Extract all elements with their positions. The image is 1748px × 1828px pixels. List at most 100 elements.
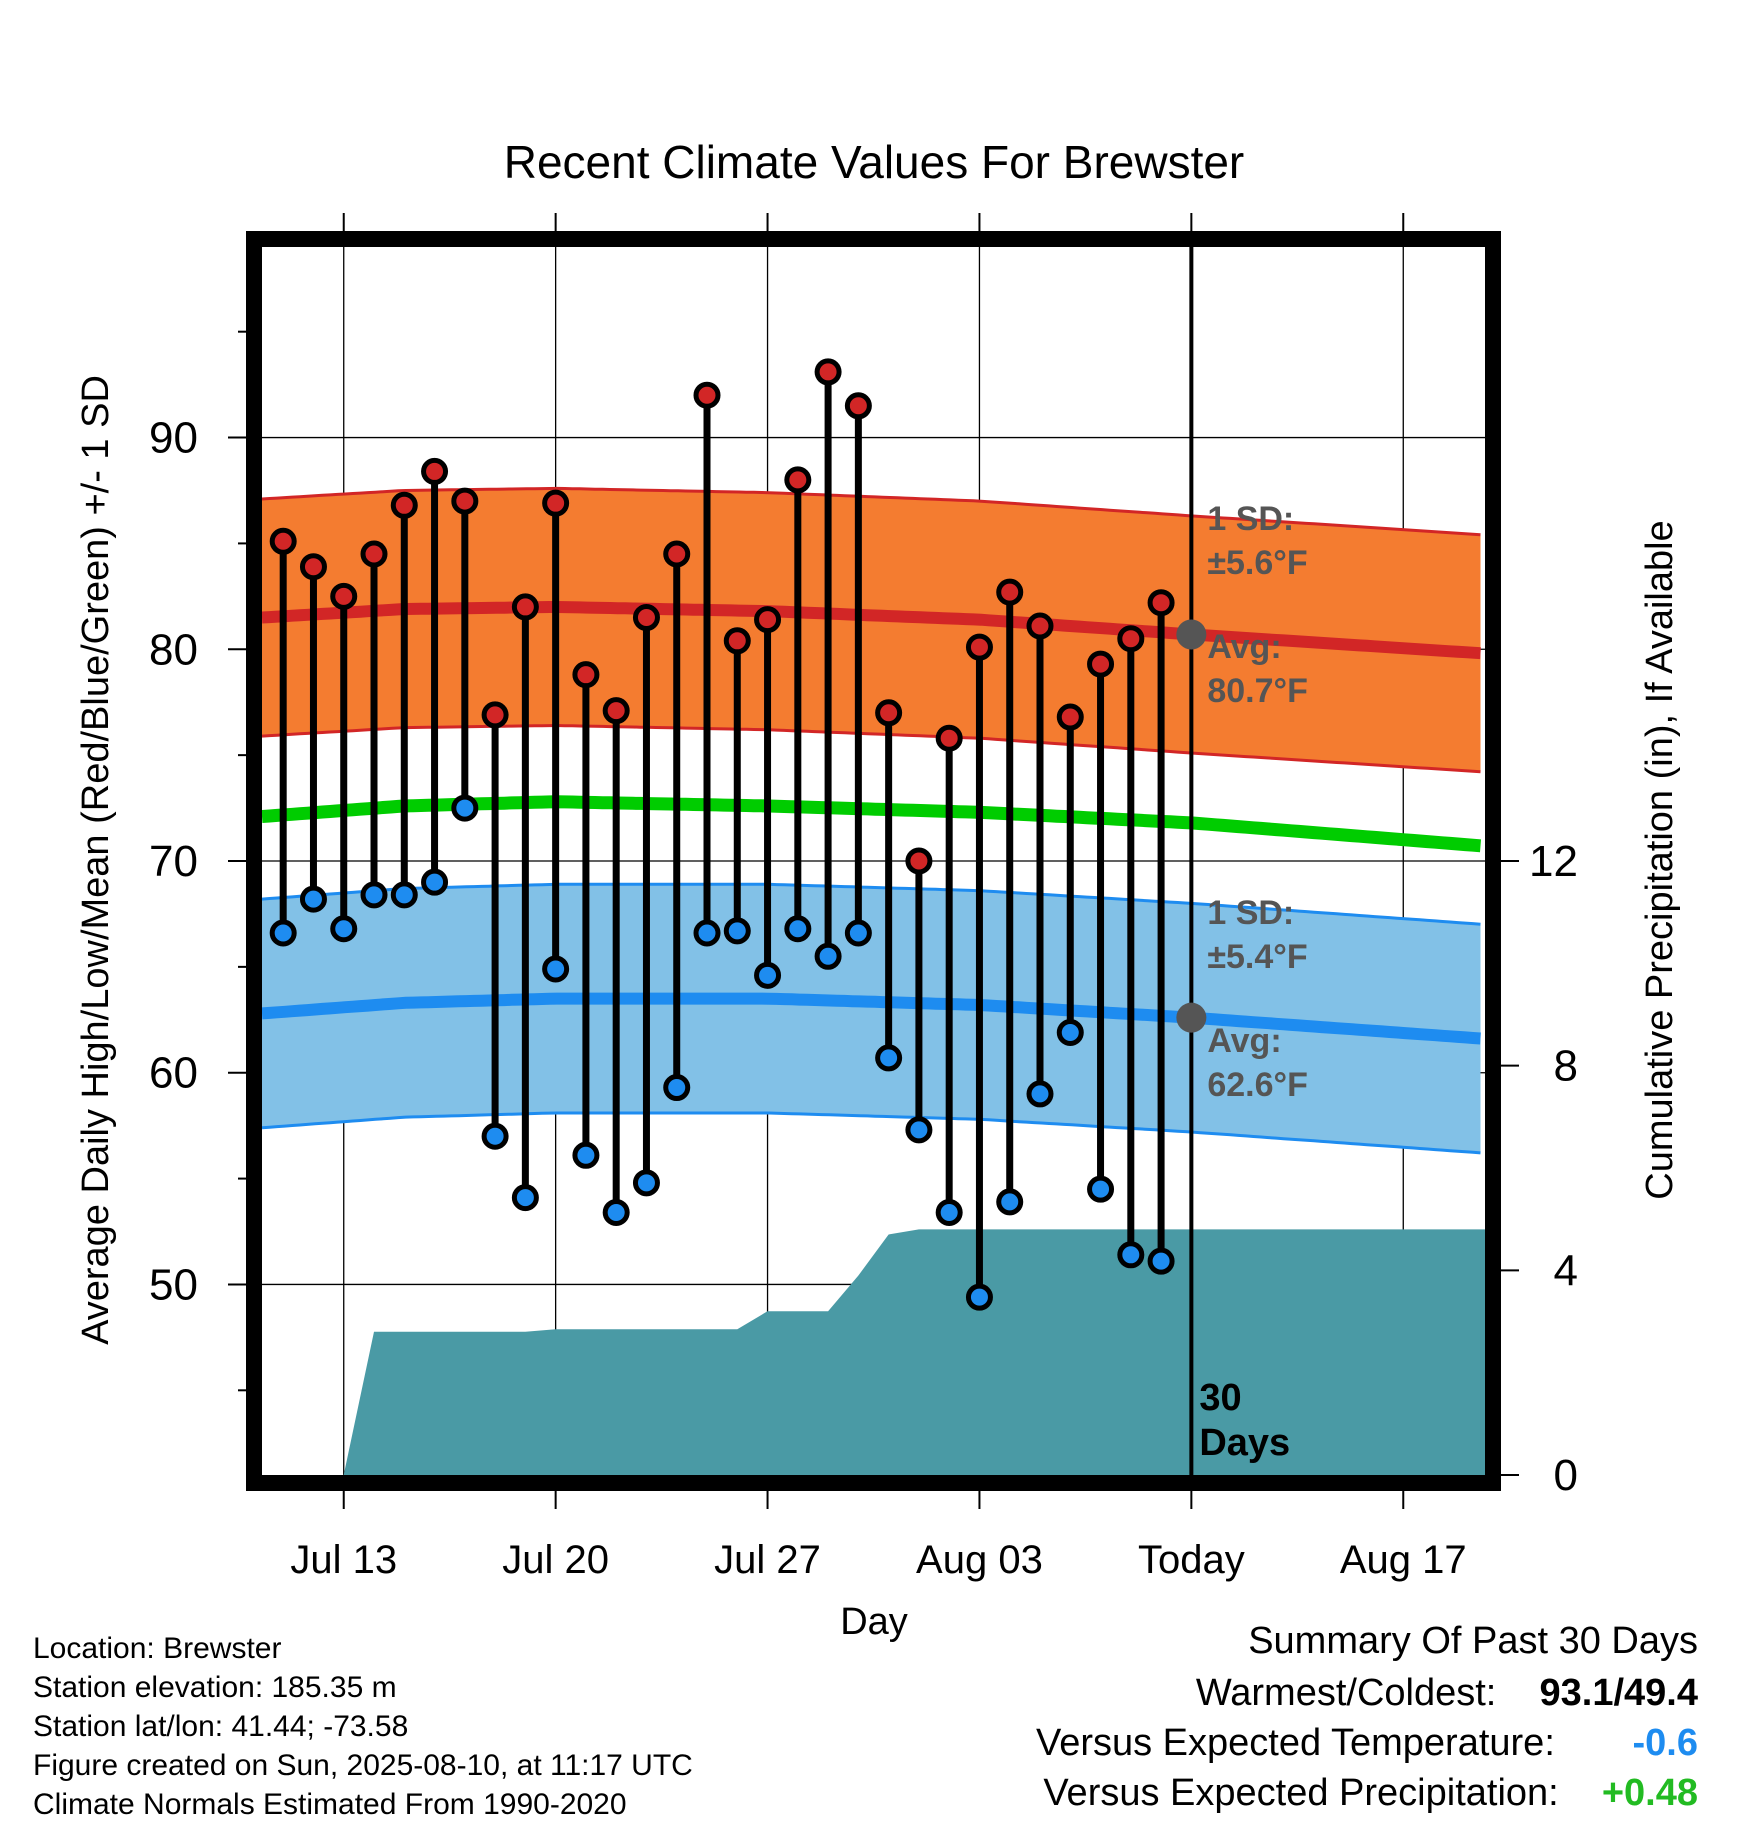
precipitation-value: +0.48 bbox=[1601, 1772, 1698, 1814]
daily-low-point bbox=[844, 919, 872, 947]
x-tick-label: Jul 27 bbox=[714, 1538, 821, 1582]
daily-low-point bbox=[481, 1122, 509, 1150]
daily-high-point bbox=[542, 489, 570, 517]
x-tick-label: Jul 20 bbox=[502, 1538, 609, 1582]
daily-low-point bbox=[814, 942, 842, 970]
daily-low-point bbox=[602, 1198, 630, 1226]
x-tick-label: Jul 13 bbox=[290, 1538, 397, 1582]
daily-high-point bbox=[784, 466, 812, 494]
daily-low-point bbox=[451, 794, 479, 822]
low-average-line bbox=[262, 992, 1481, 1045]
daily-low-point bbox=[421, 868, 449, 896]
daily-low-point bbox=[1147, 1247, 1175, 1275]
daily-low-point bbox=[875, 1044, 903, 1072]
daily-high-point bbox=[390, 491, 418, 519]
daily-high-point bbox=[632, 604, 660, 632]
daily-high-point bbox=[1056, 703, 1084, 731]
low-normal-band-lower-edge bbox=[262, 1111, 1481, 1155]
y-axis-label: Average Daily High/Low/Mean (Red/Blue/Gr… bbox=[75, 375, 117, 1345]
temperature-label: Versus Expected Temperature: bbox=[1035, 1722, 1555, 1764]
daily-high-point bbox=[451, 487, 479, 515]
daily-low-point bbox=[784, 915, 812, 943]
daily-high-point bbox=[905, 847, 933, 875]
y-right-tick-label: 4 bbox=[1554, 1246, 1578, 1295]
daily-low-point bbox=[542, 955, 570, 983]
daily-high-point bbox=[1147, 589, 1175, 617]
high-normal-band bbox=[262, 488, 1481, 772]
low-sd-label: 1 SD: bbox=[1207, 894, 1294, 932]
daily-low-point bbox=[1056, 1018, 1084, 1046]
temperature-row: Versus Expected Temperature: -0.6 bbox=[1036, 1722, 1698, 1765]
daily-high-point bbox=[481, 701, 509, 729]
x-tick-label: Aug 03 bbox=[916, 1538, 1043, 1582]
daily-low-point bbox=[269, 919, 297, 947]
y-tick-label: 90 bbox=[149, 414, 198, 463]
daily-low-point bbox=[905, 1116, 933, 1144]
summary-title: Summary Of Past 30 Days bbox=[1248, 1620, 1698, 1662]
daily-high-point bbox=[965, 633, 993, 661]
daily-high-point bbox=[875, 699, 903, 727]
y-right-tick-label: 0 bbox=[1554, 1451, 1578, 1500]
daily-low-point bbox=[663, 1074, 691, 1102]
low-avg-value: 62.6°F bbox=[1207, 1066, 1308, 1104]
y-tick-label: 50 bbox=[149, 1260, 198, 1309]
period-label-unit: Days bbox=[1199, 1422, 1290, 1464]
precipitation-area bbox=[343, 1229, 1485, 1475]
daily-high-point bbox=[935, 724, 963, 752]
x-tick-label: Aug 17 bbox=[1340, 1538, 1467, 1582]
daily-low-point bbox=[935, 1198, 963, 1226]
daily-low-point bbox=[1087, 1175, 1115, 1203]
y-right-tick-label: 8 bbox=[1554, 1042, 1578, 1091]
daily-high-point bbox=[844, 392, 872, 420]
low-normal-band-upper-edge bbox=[262, 882, 1481, 926]
daily-low-point bbox=[1117, 1241, 1145, 1269]
daily-low-point bbox=[723, 917, 751, 945]
daily-high-point bbox=[1026, 612, 1054, 640]
low-avg-label: Avg: bbox=[1207, 1022, 1281, 1060]
daily-low-point bbox=[390, 881, 418, 909]
daily-high-point bbox=[269, 527, 297, 555]
x-axis-label: Day bbox=[840, 1601, 908, 1643]
warmest-value: 93.1 bbox=[1539, 1672, 1614, 1714]
warmest-coldest-row: Warmest/Coldest: 93.1/49.4 bbox=[1196, 1672, 1698, 1715]
y-axis-right-label: Cumulative Precipitation (in), If Availa… bbox=[1639, 520, 1681, 1199]
high-sd-label: 1 SD: bbox=[1207, 500, 1294, 538]
daily-high-point bbox=[663, 540, 691, 568]
precipitation-row: Versus Expected Precipitation: +0.48 bbox=[1043, 1772, 1698, 1815]
daily-high-point bbox=[754, 606, 782, 634]
daily-high-point bbox=[511, 593, 539, 621]
normals-text: Climate Normals Estimated From 1990-2020 bbox=[33, 1788, 627, 1821]
daily-low-point bbox=[360, 881, 388, 909]
daily-low-point bbox=[511, 1184, 539, 1212]
daily-low-point bbox=[754, 961, 782, 989]
coldest-value: 49.4 bbox=[1624, 1672, 1698, 1714]
daily-low-point bbox=[572, 1141, 600, 1169]
y-right-tick-label: 12 bbox=[1529, 837, 1578, 886]
x-tick-label: Today bbox=[1138, 1538, 1245, 1582]
chart-title: Recent Climate Values For Brewster bbox=[504, 136, 1245, 188]
location-text: Location: Brewster bbox=[33, 1632, 282, 1665]
warmest-coldest-label: Warmest/Coldest: bbox=[1195, 1672, 1497, 1714]
today-low-average-marker bbox=[1176, 1002, 1207, 1033]
created-text: Figure created on Sun, 2025-08-10, at 11… bbox=[33, 1749, 693, 1782]
daily-high-point bbox=[330, 582, 358, 610]
daily-low-point bbox=[1026, 1080, 1054, 1108]
daily-high-point bbox=[814, 358, 842, 386]
y-tick-label: 80 bbox=[149, 625, 198, 674]
period-label-number: 30 bbox=[1199, 1377, 1241, 1419]
latlon-text: Station lat/lon: 41.44; -73.58 bbox=[33, 1710, 409, 1743]
temperature-value: -0.6 bbox=[1632, 1722, 1698, 1764]
daily-high-point bbox=[360, 540, 388, 568]
high-avg-value: 80.7°F bbox=[1207, 672, 1308, 710]
daily-high-point bbox=[1117, 625, 1145, 653]
precipitation-label: Versus Expected Precipitation: bbox=[1043, 1772, 1559, 1814]
daily-high-point bbox=[723, 627, 751, 655]
daily-low-point bbox=[996, 1188, 1024, 1216]
plot-area: 1 SD: ±5.6°F Avg: 80.7°F 1 SD: ±5.4°F Avg: 62.6… bbox=[262, 247, 1485, 1475]
daily-high-point bbox=[602, 697, 630, 725]
daily-high-point bbox=[1087, 650, 1115, 678]
daily-low-point bbox=[965, 1283, 993, 1311]
daily-high-point bbox=[996, 578, 1024, 606]
daily-high-point bbox=[421, 457, 449, 485]
